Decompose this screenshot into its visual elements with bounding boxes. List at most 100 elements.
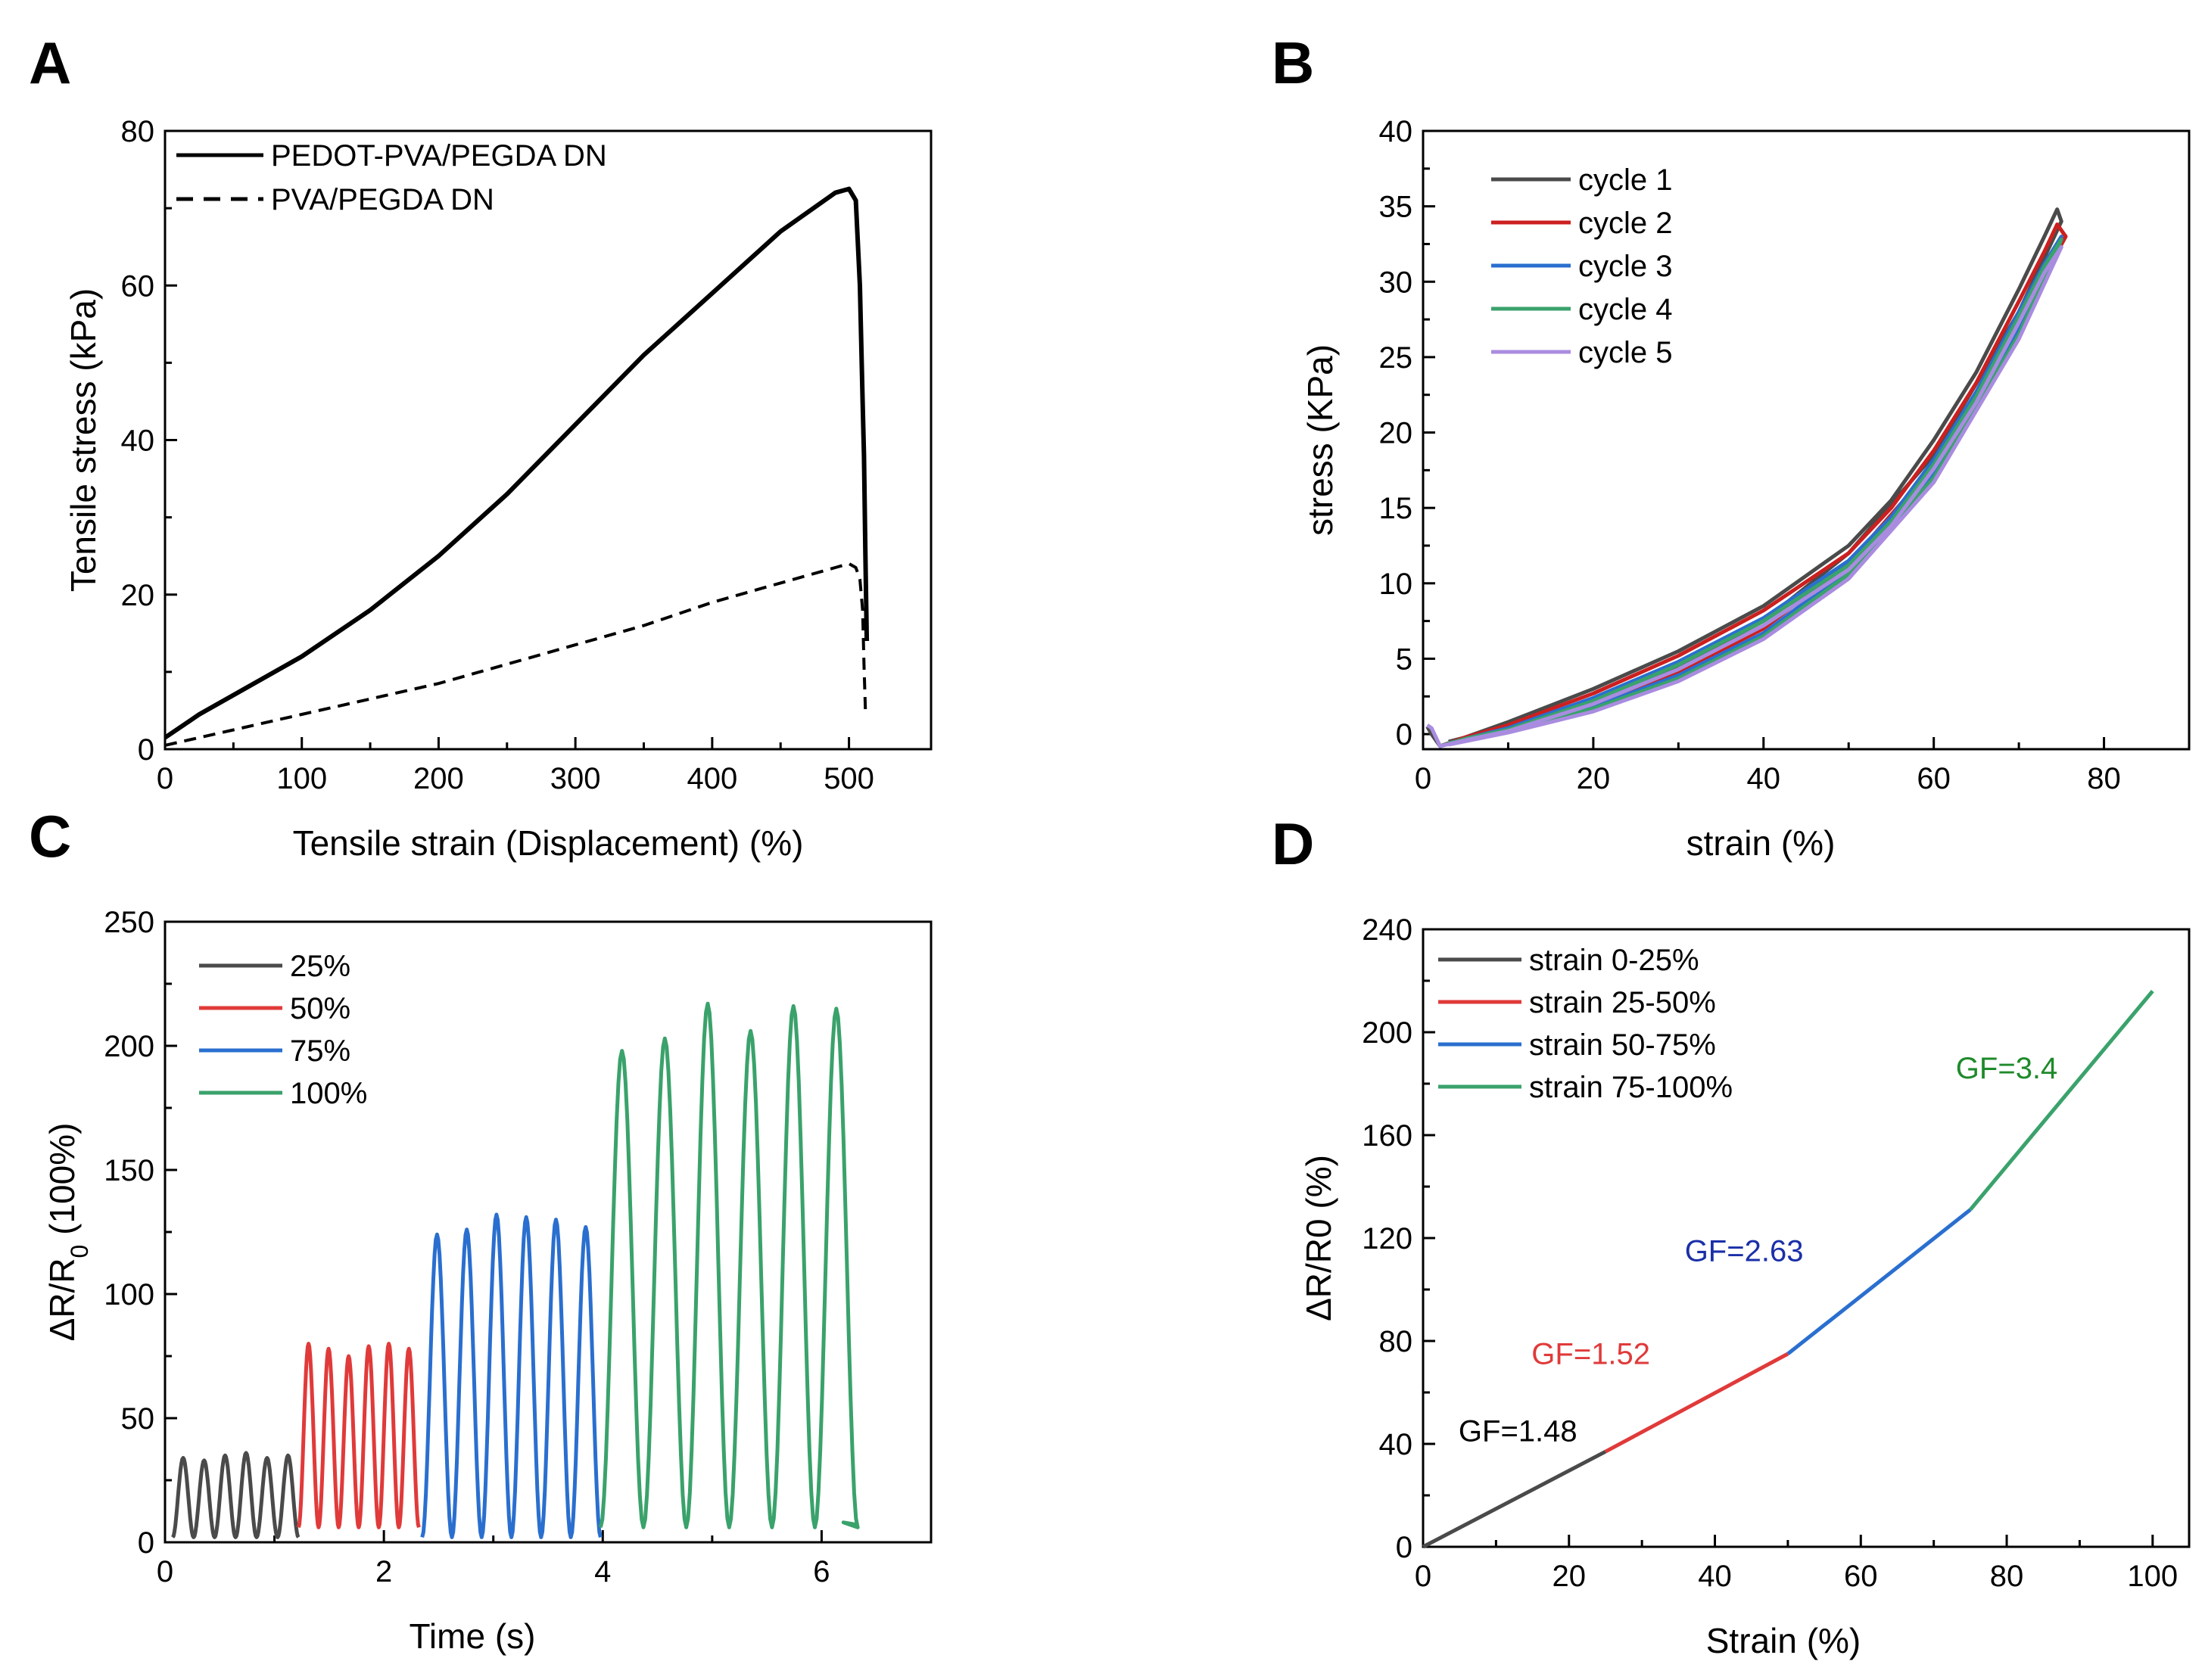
legend-label: 25% bbox=[290, 950, 350, 983]
panel-a: A 0 100 200 300 400 500 0 20 40 60 80 PEDOT-PVA/PEGD… bbox=[29, 30, 933, 863]
x-tick-label: 0 bbox=[157, 762, 173, 795]
series-line-pva bbox=[164, 562, 867, 747]
x-axis-title: Time (s) bbox=[410, 1616, 536, 1656]
x-tick-label: 100 bbox=[2127, 1560, 2178, 1593]
panel-letter: B bbox=[1272, 30, 1314, 96]
x-tick-label: 0 bbox=[1415, 762, 1431, 795]
y-tick-label: 15 bbox=[1379, 492, 1413, 525]
legend-label: PEDOT-PVA/PEGDA DN bbox=[271, 139, 607, 173]
x-tick-label: 20 bbox=[1577, 762, 1611, 795]
y-tick-label: 35 bbox=[1379, 191, 1413, 224]
legend-label: cycle 4 bbox=[1578, 293, 1673, 326]
x-tick-label: 200 bbox=[413, 762, 464, 795]
y-tick-label: 25 bbox=[1379, 341, 1413, 375]
y-tick-label: 0 bbox=[138, 733, 154, 767]
x-tick-label: 2 bbox=[375, 1555, 392, 1588]
y-axis-title: stress (KPa) bbox=[1300, 344, 1340, 536]
x-axis-title: strain (%) bbox=[1686, 823, 1836, 863]
legend-label: cycle 1 bbox=[1578, 163, 1673, 197]
x-tick-label: 6 bbox=[813, 1555, 830, 1588]
y-tick-label: 100 bbox=[104, 1278, 154, 1311]
series-loop-cycle-1 bbox=[1425, 207, 2063, 748]
y-tick-label: 5 bbox=[1396, 642, 1412, 676]
y-tick-label: 40 bbox=[1379, 1428, 1413, 1461]
legend-label: strain 50-75% bbox=[1529, 1028, 1716, 1062]
y-tick-label: 250 bbox=[104, 906, 154, 939]
series-segment-2 bbox=[1604, 1352, 1789, 1454]
y-axis-title: Tensile stress (kPa) bbox=[64, 288, 103, 592]
x-tick-label: 0 bbox=[157, 1555, 173, 1588]
gf-annotation: GF=1.48 bbox=[1459, 1415, 1577, 1448]
x-tick-label: 60 bbox=[1844, 1560, 1878, 1593]
y-tick-label: 20 bbox=[121, 579, 155, 612]
y-tick-label: 200 bbox=[104, 1030, 154, 1063]
y-axis-title-tail: (100%) bbox=[42, 1123, 82, 1245]
panel-letter: A bbox=[29, 30, 71, 96]
y-tick-label: 50 bbox=[121, 1402, 155, 1436]
x-tick-label: 400 bbox=[687, 762, 737, 795]
y-axis-title-subscript: 0 bbox=[66, 1245, 93, 1258]
legend-label: 75% bbox=[290, 1034, 350, 1068]
legend-label: cycle 5 bbox=[1578, 336, 1673, 369]
legend-label: cycle 3 bbox=[1578, 250, 1673, 283]
y-axis-title: ΔR/R0 (%) bbox=[1299, 1155, 1338, 1321]
x-axis-title: Strain (%) bbox=[1706, 1621, 1861, 1660]
x-tick-label: 80 bbox=[1990, 1560, 2024, 1593]
y-tick-label: 80 bbox=[1379, 1325, 1413, 1358]
x-tick-label: 4 bbox=[594, 1555, 611, 1588]
legend-label: strain 0-25% bbox=[1529, 944, 1699, 977]
y-tick-label: 10 bbox=[1379, 568, 1413, 601]
series-wave-1 bbox=[171, 1451, 301, 1539]
y-tick-label: 160 bbox=[1362, 1119, 1412, 1153]
series-wave-3 bbox=[420, 1212, 603, 1539]
y-tick-label: 200 bbox=[1362, 1016, 1412, 1050]
y-tick-label: 60 bbox=[121, 269, 155, 303]
series-wave-4 bbox=[598, 1001, 860, 1529]
x-tick-label: 40 bbox=[1747, 762, 1781, 795]
x-tick-label: 0 bbox=[1415, 1560, 1431, 1593]
series-segment-4 bbox=[1968, 989, 2154, 1212]
series-loop-cycle-4 bbox=[1439, 238, 2063, 748]
x-tick-label: 60 bbox=[1917, 762, 1951, 795]
x-tick-label: 500 bbox=[824, 762, 874, 795]
series-wave-2 bbox=[296, 1342, 421, 1529]
legend-label: strain 25-50% bbox=[1529, 986, 1716, 1019]
series-line-pedot bbox=[164, 186, 870, 740]
gf-annotation: GF=2.63 bbox=[1685, 1235, 1804, 1268]
panel-letter: C bbox=[29, 803, 71, 870]
legend-label: PVA/PEGDA DN bbox=[271, 183, 494, 216]
y-tick-label: 0 bbox=[1396, 718, 1412, 751]
gf-annotation: GF=3.4 bbox=[1956, 1052, 2058, 1085]
y-tick-label: 40 bbox=[121, 425, 155, 458]
legend-label: strain 75-100% bbox=[1529, 1071, 1733, 1104]
panel-c: C 0 2 4 6 0 50 100 150 200 250 25% 50% 75% 100% Time (s… bbox=[29, 803, 933, 1656]
x-tick-label: 80 bbox=[2087, 762, 2121, 795]
y-tick-label: 20 bbox=[1379, 417, 1413, 450]
legend-label: 50% bbox=[290, 992, 350, 1025]
y-tick-label: 0 bbox=[1396, 1531, 1412, 1564]
x-tick-label: 300 bbox=[550, 762, 601, 795]
legend-label: cycle 2 bbox=[1578, 207, 1673, 240]
panel-letter: D bbox=[1272, 810, 1314, 877]
y-axis-title-main: ΔR/R bbox=[42, 1258, 82, 1341]
y-tick-label: 240 bbox=[1362, 913, 1412, 947]
gf-annotation: GF=1.52 bbox=[1531, 1338, 1650, 1371]
x-tick-label: 40 bbox=[1698, 1560, 1732, 1593]
plot-frame bbox=[1422, 129, 2191, 751]
y-tick-label: 30 bbox=[1379, 266, 1413, 299]
x-tick-label: 100 bbox=[276, 762, 327, 795]
plot-frame bbox=[1422, 928, 2191, 1548]
series-loop-cycle-5 bbox=[1426, 244, 2063, 748]
y-tick-label: 0 bbox=[138, 1526, 154, 1560]
series-loop-cycle-3 bbox=[1439, 235, 2063, 748]
series-segment-3 bbox=[1786, 1208, 1972, 1355]
series-segment-1 bbox=[1422, 1449, 1607, 1549]
y-axis-title: ΔR/R0 (100%) bbox=[42, 1123, 93, 1342]
y-tick-label: 80 bbox=[121, 115, 155, 148]
panel-d: D 0 20 40 60 80 100 0 40 80 120 160 200 240 strain 0-2… bbox=[1272, 810, 2191, 1660]
series-loop-cycle-2 bbox=[1439, 222, 2068, 748]
legend-label: 100% bbox=[290, 1077, 367, 1110]
x-tick-label: 20 bbox=[1553, 1560, 1587, 1593]
x-axis-title: Tensile strain (Displacement) (%) bbox=[293, 823, 804, 863]
